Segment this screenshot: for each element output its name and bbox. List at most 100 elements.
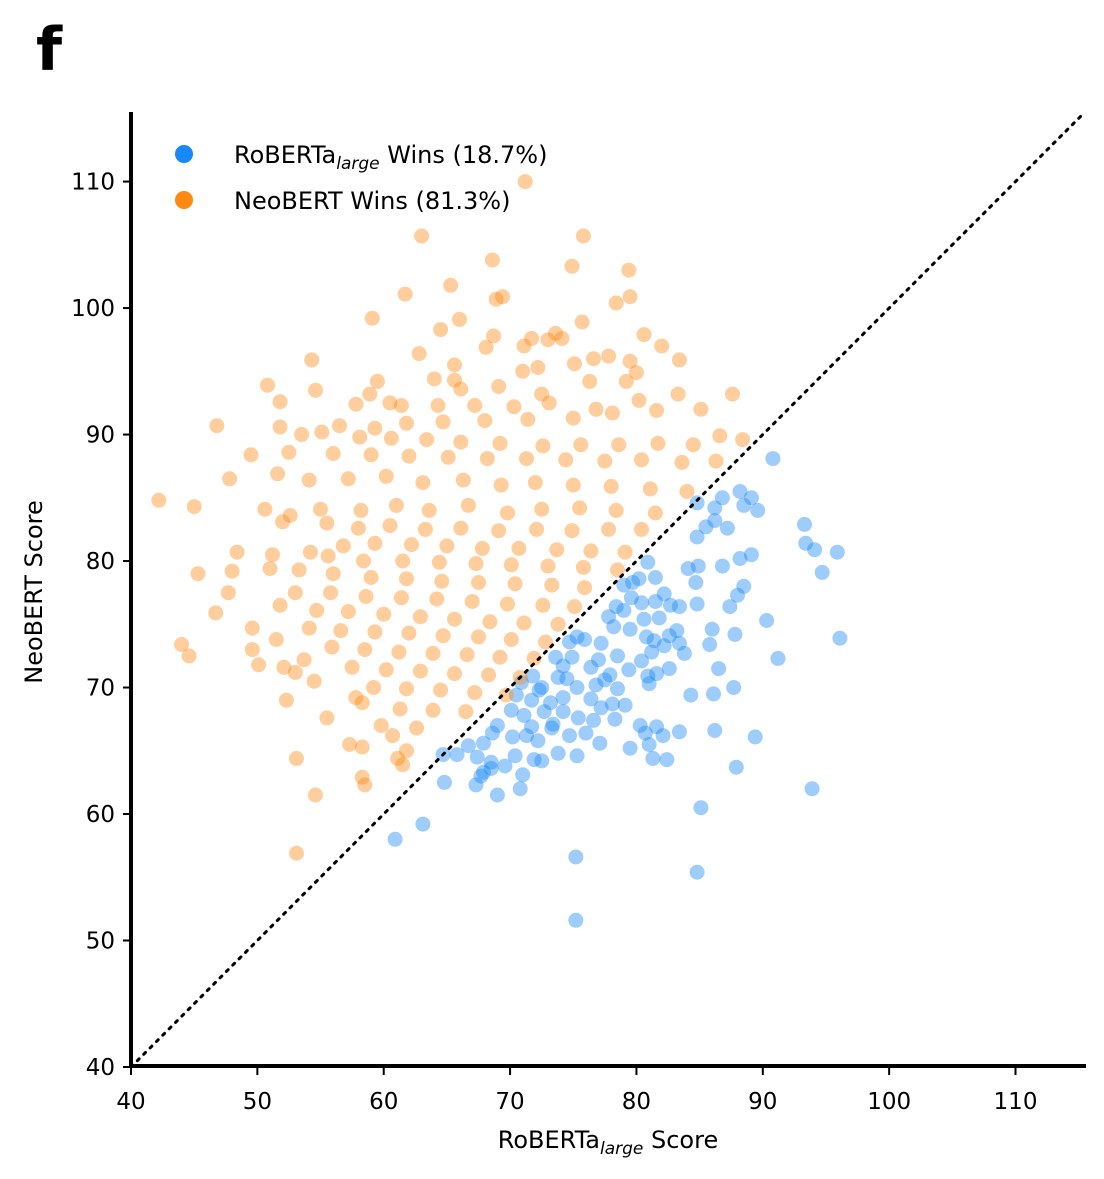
roberta-point xyxy=(505,729,521,745)
roberta-point xyxy=(476,764,491,780)
roberta-point xyxy=(634,595,649,611)
neobert-point xyxy=(313,501,328,517)
neobert-point xyxy=(430,398,446,413)
neobert-point xyxy=(577,580,593,596)
y-tick-label: 60 xyxy=(86,802,115,828)
neobert-point xyxy=(309,602,325,618)
x-axis-title: RoBERTalarge Score xyxy=(498,1126,718,1159)
neobert-point xyxy=(325,566,341,582)
roberta-point xyxy=(606,619,622,635)
neobert-point xyxy=(649,403,665,418)
roberta-point xyxy=(645,750,661,766)
roberta-wins-points xyxy=(387,451,848,928)
x-tick-label: 40 xyxy=(116,1089,145,1115)
roberta-point xyxy=(683,687,699,703)
neobert-point xyxy=(301,620,317,636)
neobert-point xyxy=(636,327,652,343)
neobert-point xyxy=(429,591,445,607)
neobert-point xyxy=(650,435,666,451)
roberta-point xyxy=(593,700,609,716)
roberta-point xyxy=(646,633,662,649)
neobert-point xyxy=(367,624,383,640)
roberta-point xyxy=(621,662,637,678)
neobert-point xyxy=(340,471,356,487)
legend-label-roberta-suffix: Wins (18.7%) xyxy=(380,141,548,169)
roberta-point xyxy=(555,658,571,674)
neobert-point xyxy=(565,477,581,493)
neobert-point xyxy=(654,338,670,354)
neobert-point xyxy=(433,682,449,698)
neobert-point xyxy=(601,521,617,537)
roberta-point xyxy=(610,648,625,664)
neobert-point xyxy=(181,648,197,664)
neobert-point xyxy=(257,501,273,517)
neobert-point xyxy=(382,518,398,534)
neobert-point xyxy=(412,663,428,679)
neobert-point xyxy=(467,685,483,701)
neobert-point xyxy=(540,558,556,574)
neobert-point xyxy=(348,690,364,706)
neobert-point xyxy=(515,363,531,379)
neobert-point xyxy=(622,353,638,369)
roberta-point xyxy=(693,800,709,816)
roberta-point xyxy=(655,728,671,744)
roberta-point xyxy=(647,594,663,609)
neobert-point xyxy=(260,377,275,393)
neobert-point xyxy=(488,291,504,307)
roberta-point xyxy=(617,697,633,713)
neobert-point xyxy=(492,649,508,665)
neobert-point xyxy=(511,540,527,556)
roberta-point xyxy=(714,490,730,506)
neobert-point xyxy=(443,277,459,293)
neobert-point xyxy=(484,252,500,268)
neobert-point xyxy=(282,508,298,523)
roberta-point xyxy=(730,587,745,603)
neobert-wins-points xyxy=(151,174,751,861)
neobert-point xyxy=(679,484,695,499)
roberta-point xyxy=(489,718,505,733)
roberta-point xyxy=(515,767,531,783)
roberta-point xyxy=(636,611,652,627)
roberta-point xyxy=(690,558,706,574)
neobert-point xyxy=(482,614,498,630)
neobert-point xyxy=(265,547,280,563)
neobert-point xyxy=(550,616,566,632)
roberta-point xyxy=(544,720,560,736)
roberta-point xyxy=(829,544,845,560)
roberta-point xyxy=(593,635,609,651)
neobert-point xyxy=(323,585,339,601)
roberta-point xyxy=(807,542,823,558)
neobert-point xyxy=(301,472,317,488)
roberta-point xyxy=(736,578,752,594)
roberta-point xyxy=(622,740,638,756)
roberta-point xyxy=(604,696,620,712)
neobert-point xyxy=(642,481,658,497)
neobert-point xyxy=(308,382,323,398)
neobert-point xyxy=(209,418,225,434)
roberta-point xyxy=(732,551,748,566)
neobert-point xyxy=(335,538,351,554)
roberta-point xyxy=(743,490,759,506)
neobert-point xyxy=(573,437,589,453)
roberta-point xyxy=(798,535,814,551)
x-tick-label: 100 xyxy=(867,1089,911,1115)
neobert-point xyxy=(481,667,497,683)
roberta-point xyxy=(651,610,667,626)
roberta-point xyxy=(644,644,660,660)
neobert-point xyxy=(421,502,437,518)
roberta-point xyxy=(711,661,727,677)
neobert-point xyxy=(549,542,565,558)
neobert-point xyxy=(467,398,483,413)
neobert-point xyxy=(414,228,430,244)
roberta-point xyxy=(525,668,541,684)
neobert-point xyxy=(572,500,588,516)
neobert-point xyxy=(670,386,686,402)
neobert-point xyxy=(393,398,409,413)
roberta-point xyxy=(707,723,723,738)
roberta-point xyxy=(649,666,665,682)
neobert-point xyxy=(574,314,590,330)
neobert-point xyxy=(224,563,240,579)
roberta-point xyxy=(631,571,647,587)
neobert-point xyxy=(208,605,224,621)
neobert-point xyxy=(471,575,486,590)
